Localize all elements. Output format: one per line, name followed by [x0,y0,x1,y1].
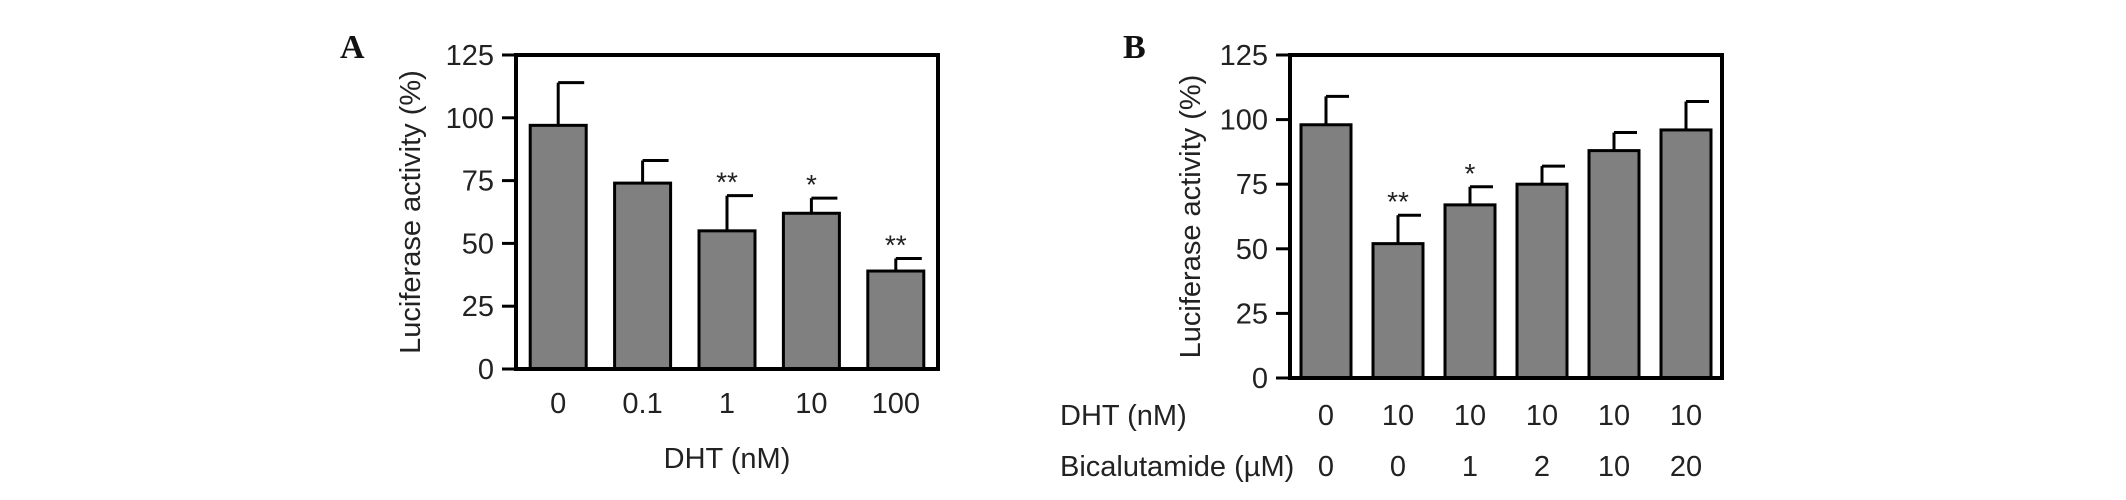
x-tick-label: 10 [1670,400,1702,432]
bar [1515,182,1569,380]
x-tick-label: 1 [719,388,735,420]
y-tick-label: 0 [1252,363,1268,395]
significance-mark: ** [1387,186,1409,217]
y-tick-label: 50 [462,228,494,260]
bar [1587,149,1641,380]
x-tick-label: 0 [1318,400,1334,432]
bar [1659,128,1713,380]
x-tick-label: 100 [872,388,920,420]
x-tick-label: 20 [1670,451,1702,483]
y-tick-label: 25 [462,291,494,323]
plot-frame [1288,53,1724,380]
significance-mark: ** [716,167,738,198]
bar [528,123,588,371]
bar [613,181,673,371]
x-tick-label: 10 [1382,400,1414,432]
bar [866,269,926,371]
x-tick-label: 0 [1390,451,1406,483]
bar [781,211,841,371]
x-tick-label: 10 [1454,400,1486,432]
x-axis-label: DHT (nM) [664,443,791,475]
x-tick-label: 0 [550,388,566,420]
significance-mark: * [1465,158,1476,189]
x-tick-label: 2 [1534,451,1550,483]
panel-letter: A [340,29,365,66]
x-tick-label: 10 [795,388,827,420]
x-tick-label: 0 [1318,451,1334,483]
significance-mark: ** [885,229,907,260]
y-tick-label: 125 [1220,40,1268,72]
x-tick-label: 10 [1598,451,1630,483]
bar [1371,242,1425,380]
significance-mark: * [806,169,817,200]
x-tick-label: 0.1 [622,388,662,420]
x-tick-label: 10 [1598,400,1630,432]
x-tick-label: 10 [1526,400,1558,432]
y-tick-label: 75 [462,166,494,198]
y-tick-label: 0 [478,354,494,386]
y-tick-label: 100 [446,103,494,135]
plot-frame [514,53,940,371]
y-tick-label: 75 [1236,169,1268,201]
panel-letter: B [1123,29,1146,66]
bar [697,229,757,371]
y-tick-label: 25 [1236,298,1268,330]
x-row-label: Bicalutamide (µM) [1060,451,1294,483]
y-tick-label: 125 [446,40,494,72]
x-row-label: DHT (nM) [1060,400,1187,432]
y-tick-label: 100 [1220,105,1268,137]
y-tick-label: 50 [1236,234,1268,266]
x-tick-label: 1 [1462,451,1478,483]
y-axis-label: Luciferase activity (%) [1175,75,1207,359]
bar [1443,203,1497,380]
y-axis-label: Luciferase activity (%) [395,70,427,354]
bar [1299,123,1353,380]
